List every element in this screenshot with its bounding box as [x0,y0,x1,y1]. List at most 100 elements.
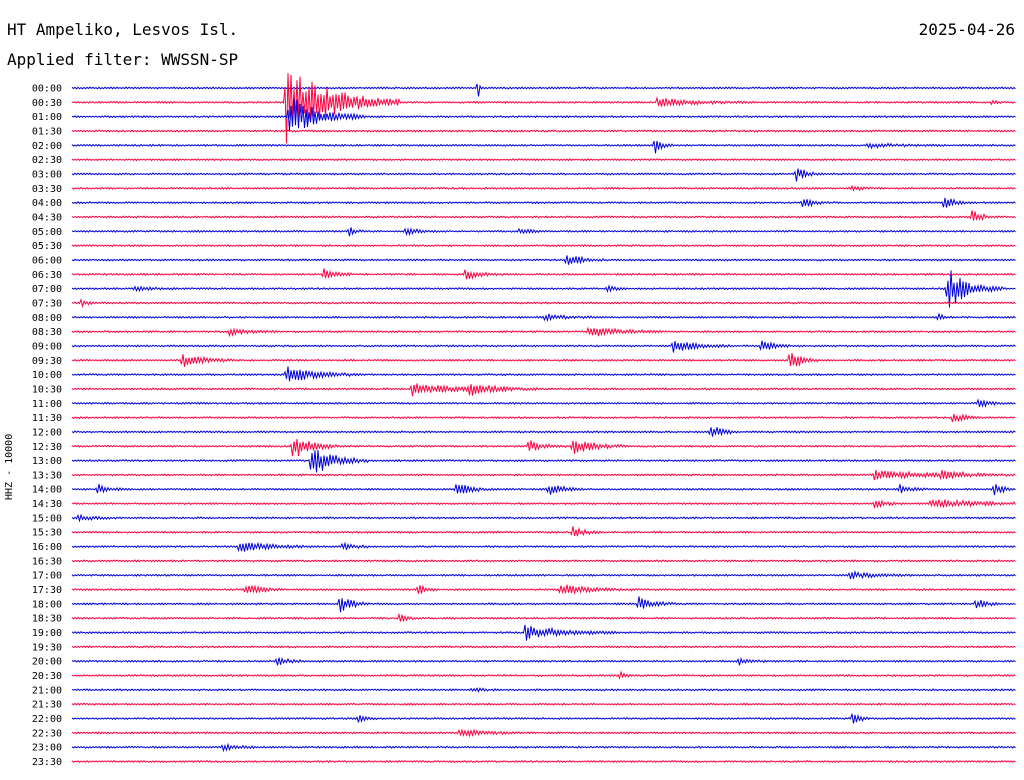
trace-line [71,596,1016,613]
trace-line [71,670,1016,680]
row-label: 16:30 [32,556,62,567]
trace-line [71,687,1016,693]
row-label: 20:00 [32,657,62,668]
trace-line [71,298,1016,309]
trace-line [71,413,1016,423]
trace-line [71,326,1016,338]
trace-line [71,624,1016,641]
row-label: 13:00 [32,456,62,467]
trace-line [71,268,1016,280]
row-label: 01:00 [32,112,62,123]
row-label: 22:30 [32,728,62,739]
row-label: 17:30 [32,585,62,596]
row-label: 04:30 [32,212,62,223]
row-label: 18:30 [32,614,62,625]
row-label: 01:30 [32,126,62,137]
row-time-labels: 00:00 00:30 01:00 01:30 02:00 02:30 03:00 03:30… [32,84,62,769]
row-label: 14:30 [32,499,62,510]
row-label: 10:00 [32,370,62,381]
row-label: 21:00 [32,685,62,696]
trace-line [71,312,1016,323]
trace-line [71,645,1016,649]
trace-line [71,559,1016,563]
row-label: 03:30 [32,184,62,195]
trace-line [71,484,1016,496]
trace-line [71,129,1016,133]
row-label: 09:30 [32,356,62,367]
trace-line [71,569,1016,580]
trace-line [71,140,1016,154]
row-label: 15:00 [32,513,62,524]
trace-line [71,83,1016,97]
row-label: 19:00 [32,628,62,639]
trace-line [71,469,1016,481]
trace-line [71,656,1016,666]
row-label: 23:00 [32,743,62,754]
filter-label: Applied filter: WWSSN-SP [7,50,239,69]
trace-line [71,255,1016,265]
trace-line [71,742,1016,753]
row-label: 17:00 [32,571,62,582]
row-label: 06:00 [32,255,62,266]
trace-line [71,73,1016,144]
trace-line [71,270,1016,308]
row-label: 05:30 [32,241,62,252]
trace-line [71,439,1016,457]
station-title: HT Ampeliko, Lesvos Isl. [7,20,239,39]
row-label: 15:30 [32,528,62,539]
seismic-traces [71,73,1016,764]
row-label: 11:00 [32,399,62,410]
row-label: 03:00 [32,169,62,180]
trace-line [71,210,1016,222]
row-label: 02:30 [32,155,62,166]
date-label: 2025-04-26 [918,20,1015,39]
row-label: 19:30 [32,642,62,653]
row-label: 00:00 [32,84,62,95]
row-label: 00:30 [32,98,62,109]
row-label: 02:00 [32,141,62,152]
trace-line [71,98,1016,131]
trace-line [71,584,1016,595]
trace-line [71,227,1016,237]
row-label: 09:00 [32,341,62,352]
row-label: 07:00 [32,284,62,295]
row-label: 12:30 [32,442,62,453]
trace-line [71,427,1016,437]
row-label: 16:00 [32,542,62,553]
trace-line [71,184,1016,192]
trace-line [71,197,1016,208]
row-label: 10:30 [32,384,62,395]
row-label: 21:30 [32,700,62,711]
row-label: 08:00 [32,313,62,324]
trace-line [71,398,1016,408]
trace-line [71,526,1016,537]
trace-line [71,759,1016,764]
trace-line [71,541,1016,553]
row-label: 23:30 [32,757,62,768]
row-label: 07:30 [32,298,62,309]
row-label: 20:30 [32,671,62,682]
row-label: 04:00 [32,198,62,209]
row-label: 05:00 [32,227,62,238]
trace-line [71,158,1016,162]
trace-line [71,728,1016,738]
trace-line [71,450,1016,473]
trace-line [71,612,1016,623]
trace-line [71,513,1016,523]
trace-line [71,243,1016,248]
trace-line [71,383,1016,397]
trace-line [71,498,1016,509]
row-label: 06:30 [32,270,62,281]
trace-line [71,340,1016,353]
row-label: 08:30 [32,327,62,338]
trace-line [71,713,1016,724]
row-label: 12:00 [32,427,62,438]
trace-line [71,702,1016,706]
row-label: 18:00 [32,599,62,610]
trace-line [71,352,1016,367]
row-label: 22:00 [32,714,62,725]
row-label: 13:30 [32,470,62,481]
row-label: 14:00 [32,485,62,496]
trace-line [71,366,1016,382]
